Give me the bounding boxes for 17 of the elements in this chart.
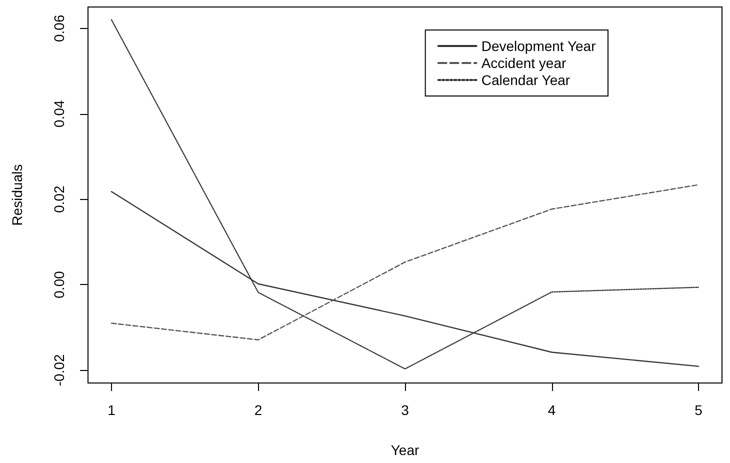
y-tick-label: -0.02 [51,354,67,386]
x-axis-title: Year [390,442,420,458]
y-tick-label: 0.00 [51,270,67,298]
x-tick-label: 1 [108,402,116,418]
x-tick-label: 3 [401,402,410,418]
legend-label: Development Year [481,38,596,54]
line-series [110,184,700,340]
legend-label: Accident year [481,55,566,71]
y-tick-label: 0.02 [51,185,67,213]
y-axis-title: Residuals [9,164,25,226]
y-tick-label: 0.06 [51,14,67,42]
line-series [110,19,700,370]
x-tick-label: 5 [694,402,703,418]
legend-label: Calendar Year [481,72,570,88]
x-tick-label: 2 [254,402,262,418]
y-tick-label: 0.04 [51,100,67,128]
x-tick-label: 4 [548,402,556,418]
